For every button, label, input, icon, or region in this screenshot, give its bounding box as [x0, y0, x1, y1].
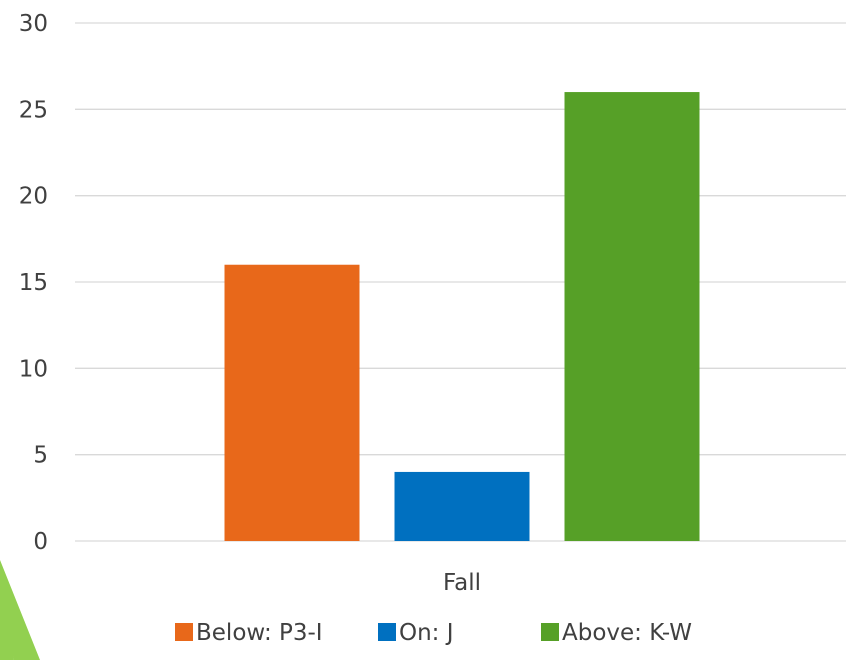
legend: Below: P3-I On: J Above: K-W: [175, 620, 692, 646]
legend-swatch: [541, 623, 559, 641]
legend-swatch: [175, 623, 193, 641]
green-triangle-decoration-edge: [0, 560, 40, 660]
legend-label: On: J: [399, 620, 454, 646]
y-tick-label: 15: [19, 270, 48, 296]
bar-below: [224, 264, 360, 541]
y-tick-label: 20: [19, 184, 48, 210]
y-tick-label: 0: [33, 529, 48, 555]
legend-label: Below: P3-I: [196, 620, 323, 646]
bar-on: [394, 471, 530, 541]
y-tick-label: 25: [19, 97, 48, 123]
y-tick-label: 5: [33, 443, 48, 469]
y-tick-label: 10: [19, 356, 48, 382]
y-tick-label: 30: [19, 11, 48, 37]
x-axis-category-labels: Fall: [443, 570, 481, 596]
legend-swatch: [378, 623, 396, 641]
gridlines: [75, 22, 846, 542]
x-category-label: Fall: [443, 570, 481, 596]
y-axis-tick-labels: 0 5 10 15 20 25 30: [19, 11, 48, 555]
bars: [224, 92, 700, 542]
bar-above: [564, 92, 700, 542]
legend-label: Above: K-W: [562, 620, 692, 646]
